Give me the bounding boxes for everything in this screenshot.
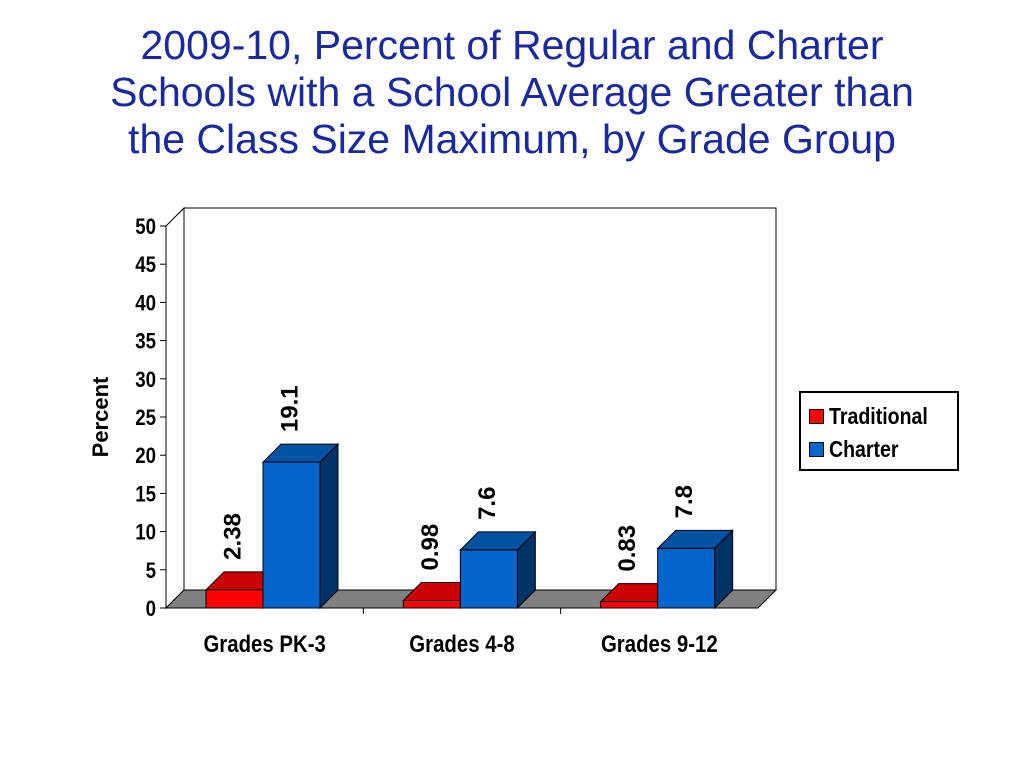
bar-traditional-grades-pk-3 bbox=[205, 589, 264, 609]
x-tick-label-grades-9-12: Grades 9-12 bbox=[601, 630, 718, 657]
legend-label-traditional: Traditional bbox=[829, 402, 928, 429]
legend-item-charter: Charter bbox=[809, 436, 911, 462]
data-label-charter-grades-9-12: 7.8 bbox=[671, 485, 698, 518]
y-tick-label-4: 20 bbox=[135, 445, 156, 469]
legend-swatch-traditional bbox=[809, 408, 824, 424]
data-label-traditional-grades-pk-3: 2.38 bbox=[220, 513, 247, 560]
y-tick-label-5: 25 bbox=[135, 407, 156, 431]
legend-swatch-charter bbox=[809, 441, 824, 457]
chart-title-line-2: Schools with a School Average Greater th… bbox=[110, 69, 914, 115]
chart-title-line-3: the Class Size Maximum, by Grade Group bbox=[128, 116, 896, 162]
y-tick-label-9: 45 bbox=[135, 254, 156, 278]
bar-charter-grades-4-8 bbox=[459, 549, 518, 609]
x-tick-label-grades-pk-3: Grades PK-3 bbox=[203, 630, 325, 657]
y-tick-label-6: 30 bbox=[135, 368, 156, 392]
chart-title-line-1: 2009-10, Percent of Regular and Charter bbox=[140, 22, 884, 68]
y-axis-title: Percent bbox=[88, 376, 113, 457]
x-tick-label-grades-4-8: Grades 4-8 bbox=[409, 630, 514, 657]
data-label-charter-grades-pk-3: 19.1 bbox=[277, 385, 304, 432]
y-tick-label-8: 40 bbox=[135, 292, 156, 316]
legend-label-charter: Charter bbox=[829, 435, 899, 462]
bar-traditional-grades-9-12 bbox=[600, 601, 659, 609]
data-label-traditional-grades-9-12: 0.83 bbox=[614, 525, 641, 572]
legend-item-traditional: Traditional bbox=[809, 403, 945, 429]
y-tick-label-7: 35 bbox=[135, 330, 156, 354]
data-label-charter-grades-4-8: 7.6 bbox=[474, 487, 501, 520]
chart-title: 2009-10, Percent of Regular and Charter … bbox=[60, 22, 964, 163]
bar-charter-grades-9-12 bbox=[657, 547, 716, 609]
chart-side-wall bbox=[165, 206, 185, 610]
y-tick-label-10: 50 bbox=[135, 216, 156, 240]
y-tick-label-3: 15 bbox=[135, 483, 156, 507]
y-tick-label-0: 0 bbox=[146, 598, 156, 622]
bar-traditional-grades-4-8 bbox=[402, 600, 461, 609]
bar-charter-grades-pk-3 bbox=[262, 461, 321, 609]
bar-side-charter-grades-pk-3 bbox=[319, 442, 339, 610]
chart-legend: Traditional Charter bbox=[799, 391, 959, 471]
y-tick-label-1: 5 bbox=[146, 559, 156, 583]
y-tick-label-2: 10 bbox=[135, 521, 156, 545]
data-label-traditional-grades-4-8: 0.98 bbox=[417, 524, 444, 571]
